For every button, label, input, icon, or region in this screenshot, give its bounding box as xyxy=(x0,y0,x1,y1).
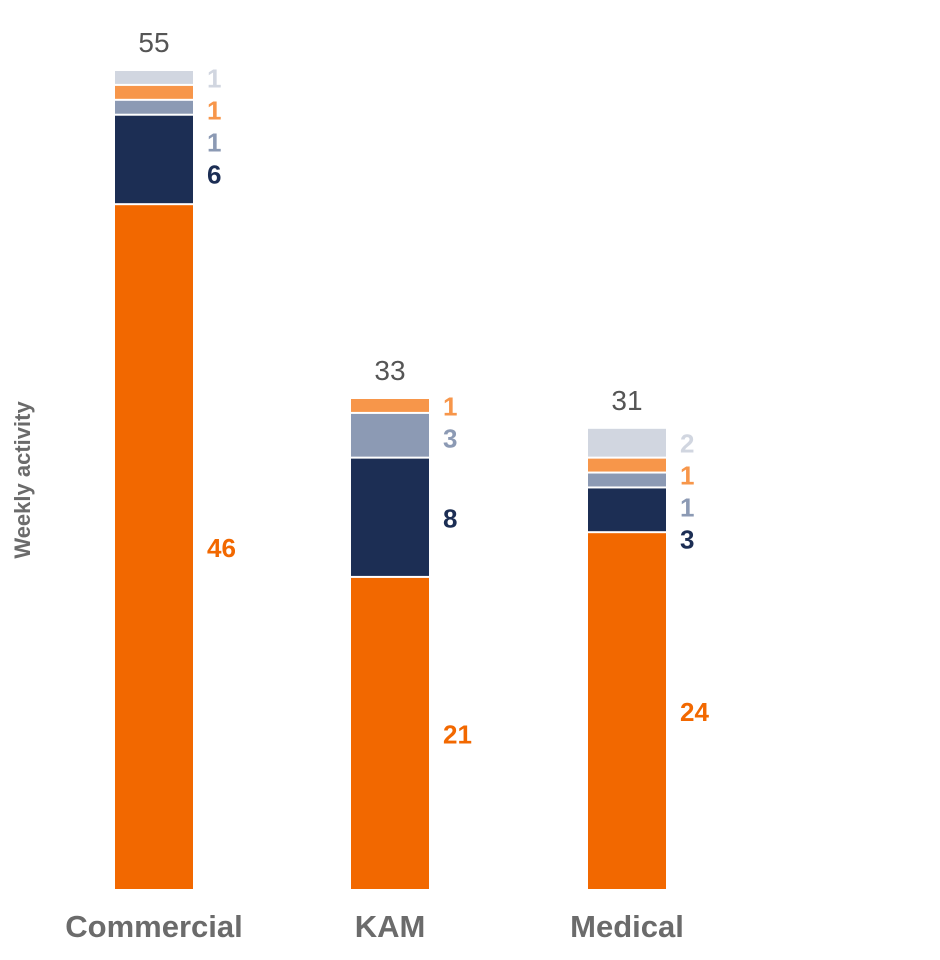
bar-segment-medical-2 xyxy=(588,473,666,487)
category-label-kam: KAM xyxy=(355,909,426,944)
total-label-medical: 31 xyxy=(611,385,642,416)
bar-segment-medical-3 xyxy=(588,458,666,472)
category-label-medical: Medical xyxy=(570,909,684,944)
bar-segment-commercial-1 xyxy=(115,115,193,204)
bar-segment-commercial-2 xyxy=(115,100,193,114)
segment-label-kam-2: 3 xyxy=(443,423,457,453)
bar-segment-commercial-3 xyxy=(115,85,193,99)
segment-label-commercial-1: 6 xyxy=(207,159,221,189)
segment-label-commercial-3: 1 xyxy=(207,95,221,125)
bar-segment-commercial-4 xyxy=(115,71,193,84)
category-label-commercial: Commercial xyxy=(65,909,242,944)
bar-segment-kam-1 xyxy=(351,458,429,576)
segment-label-medical-3: 1 xyxy=(680,461,694,491)
segment-label-commercial-0: 46 xyxy=(207,533,236,563)
bar-segment-commercial-0 xyxy=(115,205,193,889)
segment-label-commercial-4: 1 xyxy=(207,63,221,93)
segment-label-kam-3: 1 xyxy=(443,391,457,421)
segment-label-kam-1: 8 xyxy=(443,503,457,533)
bar-segment-kam-2 xyxy=(351,413,429,457)
segment-label-medical-2: 1 xyxy=(680,493,694,523)
y-axis-label: Weekly activity xyxy=(10,401,35,559)
bar-segment-kam-0 xyxy=(351,577,429,889)
segment-label-medical-4: 2 xyxy=(680,429,694,459)
bar-segment-medical-1 xyxy=(588,488,666,532)
segment-label-medical-1: 3 xyxy=(680,525,694,555)
bar-segment-medical-4 xyxy=(588,428,666,457)
bar-segment-medical-0 xyxy=(588,533,666,889)
segment-label-medical-0: 24 xyxy=(680,697,709,727)
total-label-commercial: 55 xyxy=(138,27,169,58)
segment-label-kam-0: 21 xyxy=(443,719,472,749)
bar-segment-kam-3 xyxy=(351,399,429,412)
total-label-kam: 33 xyxy=(374,355,405,386)
segment-label-commercial-2: 1 xyxy=(207,127,221,157)
